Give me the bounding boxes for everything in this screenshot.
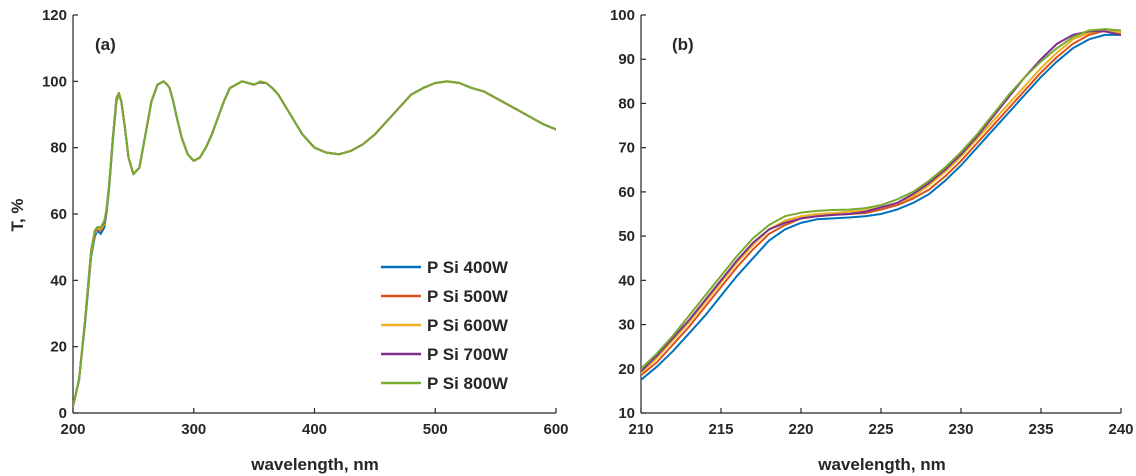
chart-panel-b: (b) wavelength, nm 210 215 220 225 230 235 240… bbox=[610, 7, 1134, 474]
x-tick-label: 230 bbox=[948, 421, 973, 438]
series-line-p-si-600w bbox=[641, 29, 1121, 375]
x-tick-label: 215 bbox=[708, 421, 733, 438]
y-tick-label: 0 bbox=[59, 405, 67, 422]
x-tick-label: 235 bbox=[1028, 421, 1053, 438]
y-tick-label: 60 bbox=[50, 206, 67, 223]
x-tick-label: 210 bbox=[628, 421, 653, 438]
y-tick-label: 20 bbox=[618, 361, 635, 378]
y-tick-label: 100 bbox=[42, 73, 67, 90]
x-tick-label: 225 bbox=[868, 421, 893, 438]
y-tick-label: 90 bbox=[618, 51, 635, 68]
series-line-p-si-800w bbox=[73, 80, 556, 408]
y-tick-label: 10 bbox=[618, 405, 635, 422]
x-tick-label: 220 bbox=[788, 421, 813, 438]
y-axis-label-a: T, % bbox=[8, 198, 27, 231]
y-tick-label: 40 bbox=[50, 272, 67, 289]
x-tick-label: 600 bbox=[543, 421, 568, 438]
chart-panel-a: (a) wavelength, nm T, % 200 300 400 500 600 0… bbox=[8, 7, 569, 474]
x-tick-label: 500 bbox=[423, 421, 448, 438]
legend-entry: P Si 400W bbox=[427, 258, 509, 277]
series-line-p-si-700w bbox=[641, 30, 1121, 372]
legend-entry: P Si 600W bbox=[427, 316, 509, 335]
y-tick-label: 40 bbox=[618, 272, 635, 289]
panel-label-a: (a) bbox=[95, 35, 116, 54]
x-tick-label: 240 bbox=[1108, 421, 1133, 438]
series-line-p-si-800w bbox=[641, 28, 1121, 370]
x-tick-label: 200 bbox=[60, 421, 85, 438]
x-tick-label: 300 bbox=[181, 421, 206, 438]
x-axis-label-a: wavelength, nm bbox=[250, 455, 379, 474]
y-tick-label: 70 bbox=[618, 140, 635, 157]
y-tick-label: 60 bbox=[618, 184, 635, 201]
legend-entry: P Si 700W bbox=[427, 345, 509, 364]
panel-label-b: (b) bbox=[672, 35, 694, 54]
y-tick-label: 20 bbox=[50, 339, 67, 356]
legend-entry: P Si 500W bbox=[427, 287, 509, 306]
y-tick-label: 100 bbox=[610, 7, 635, 24]
y-tick-label: 80 bbox=[618, 95, 635, 112]
series-line-p-si-500w bbox=[641, 29, 1121, 377]
y-tick-label: 80 bbox=[50, 140, 67, 157]
legend-entry: P Si 800W bbox=[427, 374, 509, 393]
x-tick-label: 400 bbox=[302, 421, 327, 438]
x-axis-label-b: wavelength, nm bbox=[817, 455, 946, 474]
series-line-p-si-400w bbox=[641, 33, 1121, 381]
y-tick-label: 30 bbox=[618, 317, 635, 334]
y-tick-label: 120 bbox=[42, 7, 67, 24]
y-tick-label: 50 bbox=[618, 228, 635, 245]
